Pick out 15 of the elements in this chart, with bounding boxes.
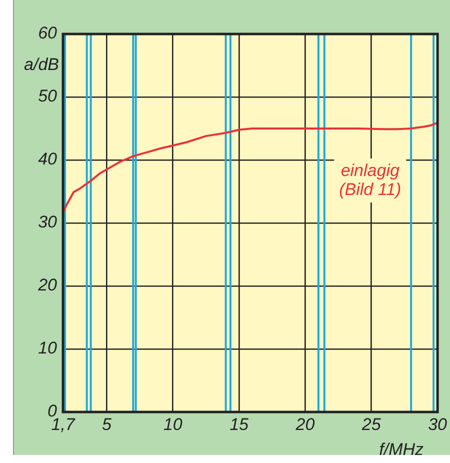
y-tick-label: 30	[38, 212, 58, 232]
x-tick-label: 5	[102, 414, 112, 434]
y-tick-label: 60	[38, 24, 58, 43]
y-axis-title: a/dB	[24, 55, 59, 74]
y-tick-label: 50	[38, 86, 58, 106]
series-label: einlagig (Bild 11)	[339, 160, 402, 199]
y-tick-label: 20	[37, 276, 58, 295]
x-axis-title: f/MHz	[379, 440, 424, 460]
x-tick-label: 15	[230, 414, 250, 434]
x-tick-label: 20	[294, 414, 316, 434]
x-tick-label: 30	[428, 414, 448, 434]
y-tick-label: 10	[38, 338, 58, 358]
x-tick-label: 10	[163, 414, 183, 434]
x-tick-label: 25	[360, 414, 382, 434]
y-tick-label: 40	[38, 150, 58, 169]
